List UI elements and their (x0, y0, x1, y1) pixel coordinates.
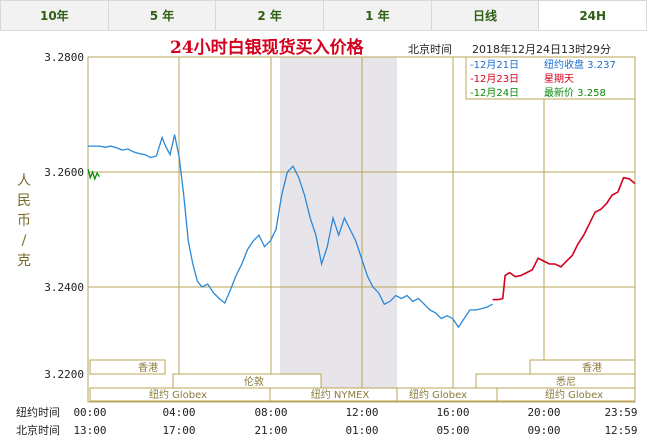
price-series (87, 134, 636, 329)
session-hongkong-1 (89, 359, 166, 375)
timestamp: 2018年12月24日13时29分 (472, 42, 611, 56)
market-labels: 香港 伦敦 纽约 Globex 纽约 NYMEX 纽约 Globex 香港 悉尼… (138, 362, 603, 401)
timezone-label: 北京时间 (408, 42, 452, 56)
legend-date-2: -12月23日 (470, 73, 519, 85)
y-tick-label: 3.2200 (44, 368, 84, 381)
label-globex-1: 纽约 Globex (149, 388, 207, 401)
y-tick-label: 3.2800 (44, 51, 84, 64)
label-hongkong-1: 香港 (138, 362, 158, 374)
label-globex-2: 纽约 Globex (409, 388, 467, 401)
y-axis-label: 人民币/克 (17, 173, 31, 269)
series-line-1 (88, 134, 493, 329)
label-nymex: 纽约 NYMEX (311, 388, 370, 401)
tab-5y[interactable]: 5 年 (108, 0, 217, 30)
vertical-grid (178, 57, 545, 402)
x-tick-label: 23:59 (604, 406, 637, 419)
tab-24h[interactable]: 24H (539, 0, 647, 30)
y-ticks: 3.2800 3.2600 3.2400 3.2200 (44, 51, 84, 381)
x-tick-label: 21:00 (254, 424, 287, 437)
label-london: 伦敦 (244, 375, 264, 388)
legend-box (465, 56, 636, 100)
tab-10y[interactable]: 10年 (0, 0, 109, 30)
price-chart: 香港 伦敦 纽约 Globex 纽约 NYMEX 纽约 Globex 香港 悉尼… (16, 37, 638, 437)
x-row-label: 纽约时间 (16, 405, 60, 419)
legend-text-3: 最新价 3.258 (544, 86, 606, 99)
x-tick-label: 05:00 (436, 424, 469, 437)
label-sydney: 悉尼 (556, 376, 576, 388)
x-tick-label: 00:00 (73, 406, 106, 419)
market-sessions (89, 359, 636, 402)
x-tick-label: 09:00 (527, 424, 560, 437)
legend-date-3: -12月24日 (470, 87, 519, 99)
y-tick-label: 3.2600 (44, 166, 84, 179)
x-tick-label: 17:00 (162, 424, 195, 437)
legend-date-1: -12月21日 (470, 59, 519, 71)
legend: -12月21日 纽约收盘 3.237 -12月23日 星期天 -12月24日 最… (470, 58, 616, 99)
x-tick-label: 01:00 (345, 424, 378, 437)
range-tabs: 10年 5 年 2 年 1 年 日线 24H (0, 0, 647, 31)
legend-text-2: 星期天 (544, 73, 574, 85)
legend-text-1: 纽约收盘 3.237 (544, 58, 616, 71)
label-globex-3: 纽约 Globex (545, 388, 603, 401)
x-tick-label: 12:59 (604, 424, 637, 437)
x-row-label: 北京时间 (16, 423, 60, 437)
nymex-shade (280, 57, 397, 402)
tab-1y[interactable]: 1 年 (324, 0, 432, 30)
x-tick-rows: 纽约时间 00:00 04:00 08:00 12:00 16:00 20:00 23:59 北… (16, 405, 638, 437)
series-line-2 (492, 176, 636, 301)
y-tick-label: 3.2400 (44, 281, 84, 294)
tab-daily[interactable]: 日线 (431, 0, 540, 30)
x-tick-label: 12:00 (345, 406, 378, 419)
chart-title: 24小时白银现货买入价格 (170, 37, 365, 58)
tab-2y[interactable]: 2 年 (216, 0, 325, 30)
x-tick-label: 08:00 (254, 406, 287, 419)
x-tick-label: 13:00 (73, 424, 106, 437)
session-globex-3 (496, 387, 636, 402)
label-hongkong-2: 香港 (582, 362, 602, 374)
series-line-3 (87, 168, 100, 181)
x-tick-label: 04:00 (162, 406, 195, 419)
x-tick-label: 20:00 (527, 406, 560, 419)
x-tick-label: 16:00 (436, 406, 469, 419)
